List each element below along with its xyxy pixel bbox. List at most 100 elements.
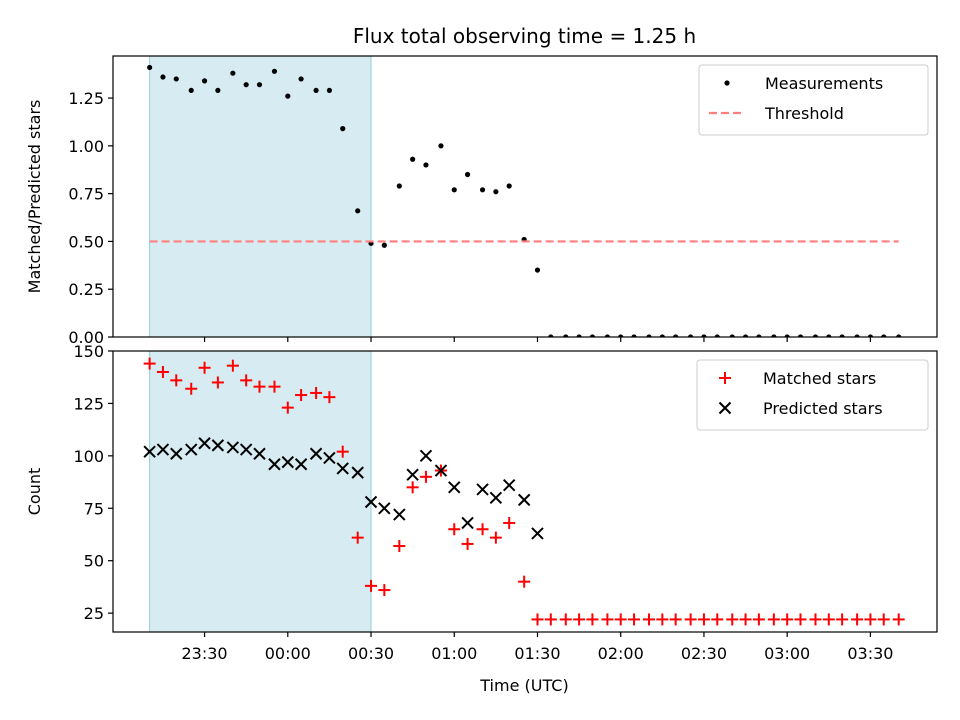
legend: Measurements Threshold — [698, 64, 929, 136]
observing-window-band — [149, 351, 372, 632]
measurement-point — [563, 334, 569, 337]
predicted-point — [294, 458, 308, 471]
predicted-point — [419, 449, 433, 463]
measurement-point — [618, 334, 624, 337]
measurement-point — [756, 334, 762, 337]
x-tick-label: 02:30 — [681, 644, 727, 663]
legend-label: Matched stars — [763, 369, 876, 388]
measurement-point — [479, 187, 486, 193]
matched-point — [336, 445, 349, 458]
predicted-point — [170, 447, 183, 460]
measurement-point — [256, 82, 263, 88]
matched-point — [295, 389, 308, 402]
y-tick-label: 0.50 — [68, 232, 104, 251]
predicted-point — [448, 481, 461, 494]
predicted-point — [268, 458, 281, 471]
matched-point — [476, 523, 489, 536]
predicted-point — [351, 466, 364, 479]
measurement-point — [797, 334, 804, 337]
legend-label: Measurements — [765, 74, 883, 93]
legend-marker — [718, 401, 732, 415]
matched-point — [726, 613, 739, 626]
measurement-point — [742, 334, 749, 337]
legend-box — [698, 64, 929, 136]
y-axis-label: Matched/Predicted stars — [25, 100, 44, 294]
y-axis-label: Count — [25, 468, 44, 516]
panel-ratio: 0.00 0.25 0.50 0.75 1.00 1.25 Matched/Predicte… — [25, 55, 938, 347]
predicted-point — [281, 455, 294, 469]
measurement-point — [201, 78, 208, 84]
predicted-point — [406, 468, 419, 481]
matched-point — [448, 523, 461, 536]
observing-window-band — [149, 56, 372, 337]
measurement-point — [298, 76, 304, 82]
matched-point — [836, 613, 849, 626]
predicted-point — [198, 437, 211, 450]
y-tick-label: 75 — [84, 499, 104, 518]
matched-point — [240, 374, 253, 387]
matched-point — [419, 470, 432, 483]
plot-area — [147, 56, 902, 337]
matched-point — [531, 613, 544, 626]
matched-point — [669, 613, 682, 626]
legend-box — [696, 359, 929, 431]
y-tick-label: 125 — [73, 394, 104, 413]
measurement-point — [896, 334, 902, 337]
matched-point — [544, 613, 557, 626]
predicted-point — [489, 491, 503, 504]
matched-point — [268, 380, 281, 393]
matched-point — [310, 386, 323, 399]
measurement-point — [604, 334, 610, 337]
predicted-point — [309, 447, 323, 460]
matched-point — [323, 391, 336, 404]
matched-point — [851, 613, 864, 626]
predicted-point — [253, 447, 266, 460]
predicted-point — [226, 441, 240, 454]
measurement-point — [673, 334, 679, 337]
matched-point — [253, 380, 266, 393]
matched-point — [711, 613, 724, 626]
y-tick-label: 25 — [84, 604, 104, 623]
matched-point — [559, 613, 572, 626]
measurement-point — [867, 334, 874, 337]
measurement-point — [285, 93, 291, 99]
measurement-point — [438, 143, 444, 149]
measurement-point — [464, 171, 471, 178]
matched-point — [198, 361, 211, 374]
matched-point — [461, 537, 474, 550]
matched-point — [365, 579, 378, 592]
measurement-point — [326, 87, 333, 94]
y-tick-label: 0.75 — [68, 185, 104, 204]
measurement-point — [729, 334, 735, 337]
measurement-point — [631, 334, 637, 337]
matched-point — [406, 481, 419, 494]
measurement-point — [147, 64, 153, 71]
measurement-point — [451, 187, 457, 193]
y-tick-label: 1.25 — [68, 89, 104, 108]
measurement-point — [589, 334, 596, 337]
axes-frame — [112, 55, 938, 338]
x-tick-label: 02:00 — [598, 644, 644, 663]
matched-point — [573, 613, 586, 626]
chart-title: Flux total observing time = 1.25 h — [353, 24, 696, 48]
x-axis-label: Time (UTC) — [479, 676, 568, 695]
y-tick-label: 150 — [73, 342, 104, 361]
matched-point — [864, 613, 877, 626]
measurement-point — [784, 334, 790, 337]
matched-point — [892, 613, 905, 626]
measurement-point — [423, 162, 429, 168]
plot-area — [143, 351, 905, 632]
x-tick-label: 23:30 — [182, 644, 228, 663]
matched-point — [697, 613, 710, 626]
matched-point — [351, 531, 364, 544]
matched-point — [739, 613, 752, 626]
matched-point — [822, 613, 835, 626]
measurement-point — [215, 87, 221, 94]
x-tick-label: 01:30 — [514, 644, 560, 663]
measurement-point — [340, 126, 346, 132]
x-tick-label: 01:00 — [431, 644, 477, 663]
y-tick-label: 0.00 — [68, 328, 104, 347]
measurement-point — [230, 70, 236, 76]
matched-point — [226, 359, 239, 372]
